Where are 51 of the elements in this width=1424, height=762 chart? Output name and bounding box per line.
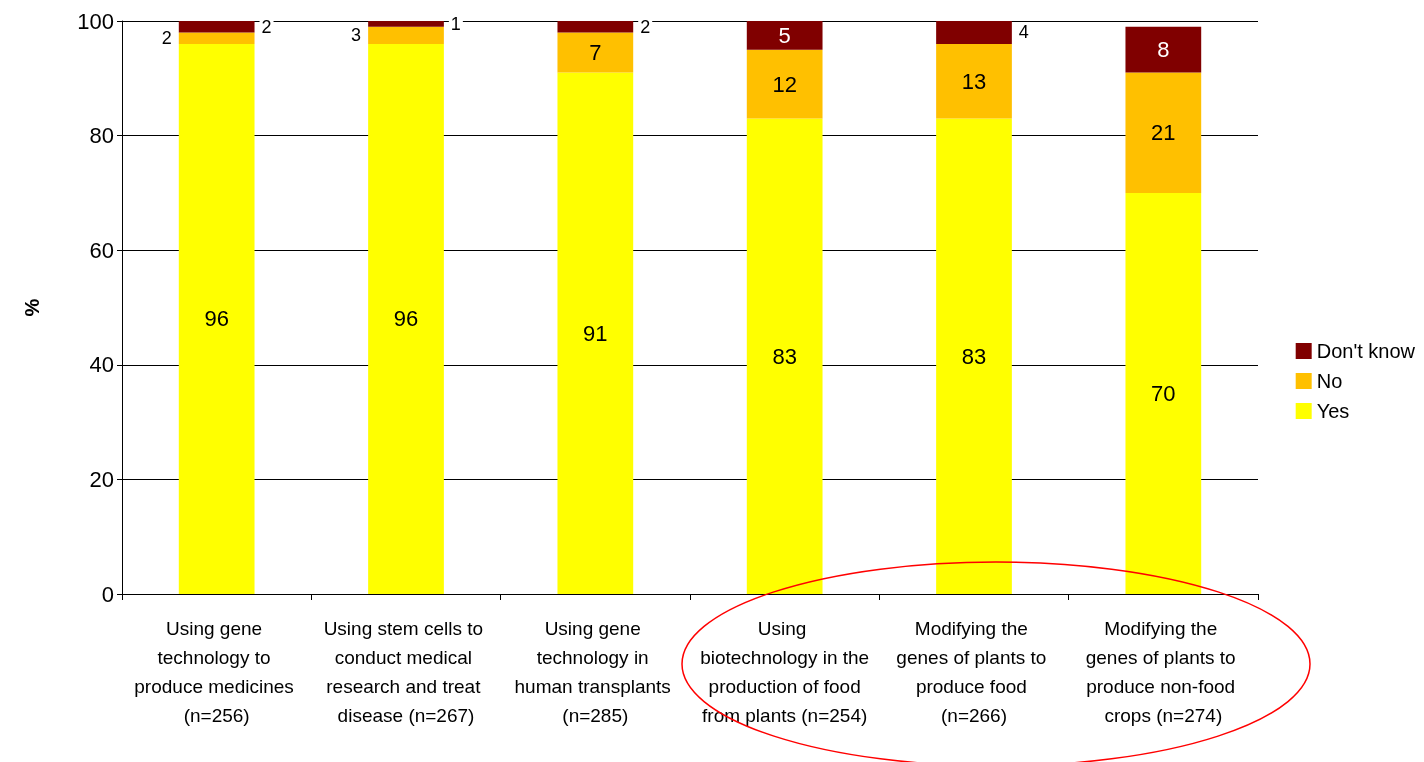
data-label: 2 bbox=[640, 16, 651, 37]
x-tick-label: Using stem cells to conduct medical research and treat disease (n=267) bbox=[323, 618, 489, 726]
data-label: 96 bbox=[393, 306, 419, 332]
bar bbox=[557, 72, 634, 594]
bar bbox=[746, 21, 823, 50]
y-tick-label: 0 bbox=[101, 581, 114, 607]
bar bbox=[746, 49, 823, 119]
y-axis-title: % bbox=[21, 298, 43, 317]
data-label: 91 bbox=[583, 320, 608, 346]
bar bbox=[178, 32, 255, 44]
data-label: 8 bbox=[1157, 37, 1170, 63]
data-label: 7 bbox=[589, 40, 602, 66]
x-tick-label: Modifying the genes of plants to produce non-food crops (n=274) bbox=[1085, 618, 1241, 726]
x-tick-label: Using gene technology in human transplants (n=285) bbox=[514, 618, 677, 726]
bar bbox=[1125, 192, 1202, 594]
data-label: 2 bbox=[261, 16, 272, 37]
bar bbox=[178, 43, 255, 594]
data-label: 21 bbox=[1151, 120, 1176, 146]
bar bbox=[746, 118, 823, 594]
bar bbox=[557, 21, 634, 33]
bar bbox=[368, 21, 444, 27]
x-tick-label: Using gene technology to produce medicines (n=256) bbox=[134, 618, 300, 726]
data-label: 3 bbox=[351, 25, 362, 46]
data-label: 83 bbox=[772, 343, 797, 369]
bar bbox=[178, 21, 255, 33]
data-label: 83 bbox=[961, 343, 987, 369]
data-label: 96 bbox=[204, 306, 229, 332]
legend-label: Yes bbox=[1316, 400, 1350, 422]
y-tick-label: 80 bbox=[89, 123, 114, 149]
y-tick-label: 40 bbox=[89, 352, 114, 378]
data-label: 12 bbox=[772, 71, 797, 97]
legend-label: No bbox=[1316, 370, 1343, 392]
x-tick-label: Modifying the genes of plants to produce food (n=266) bbox=[896, 618, 1052, 726]
bar bbox=[557, 32, 634, 73]
y-tick-label: 20 bbox=[89, 466, 114, 492]
legend-label: Don't know bbox=[1316, 340, 1416, 362]
bar bbox=[368, 43, 444, 594]
data-label: 2 bbox=[161, 28, 172, 49]
data-label: 70 bbox=[1151, 380, 1176, 406]
bar bbox=[936, 118, 1012, 594]
bar bbox=[936, 21, 1012, 44]
y-tick-label: 60 bbox=[89, 237, 114, 263]
bar bbox=[1125, 72, 1202, 193]
bar bbox=[1125, 26, 1202, 73]
data-label: 13 bbox=[961, 68, 987, 94]
y-tick-label: 100 bbox=[77, 8, 114, 34]
data-label: 1 bbox=[450, 13, 461, 34]
bar bbox=[936, 43, 1012, 119]
data-label: 4 bbox=[1018, 22, 1029, 43]
data-label: 5 bbox=[778, 22, 791, 48]
bar bbox=[368, 26, 444, 44]
